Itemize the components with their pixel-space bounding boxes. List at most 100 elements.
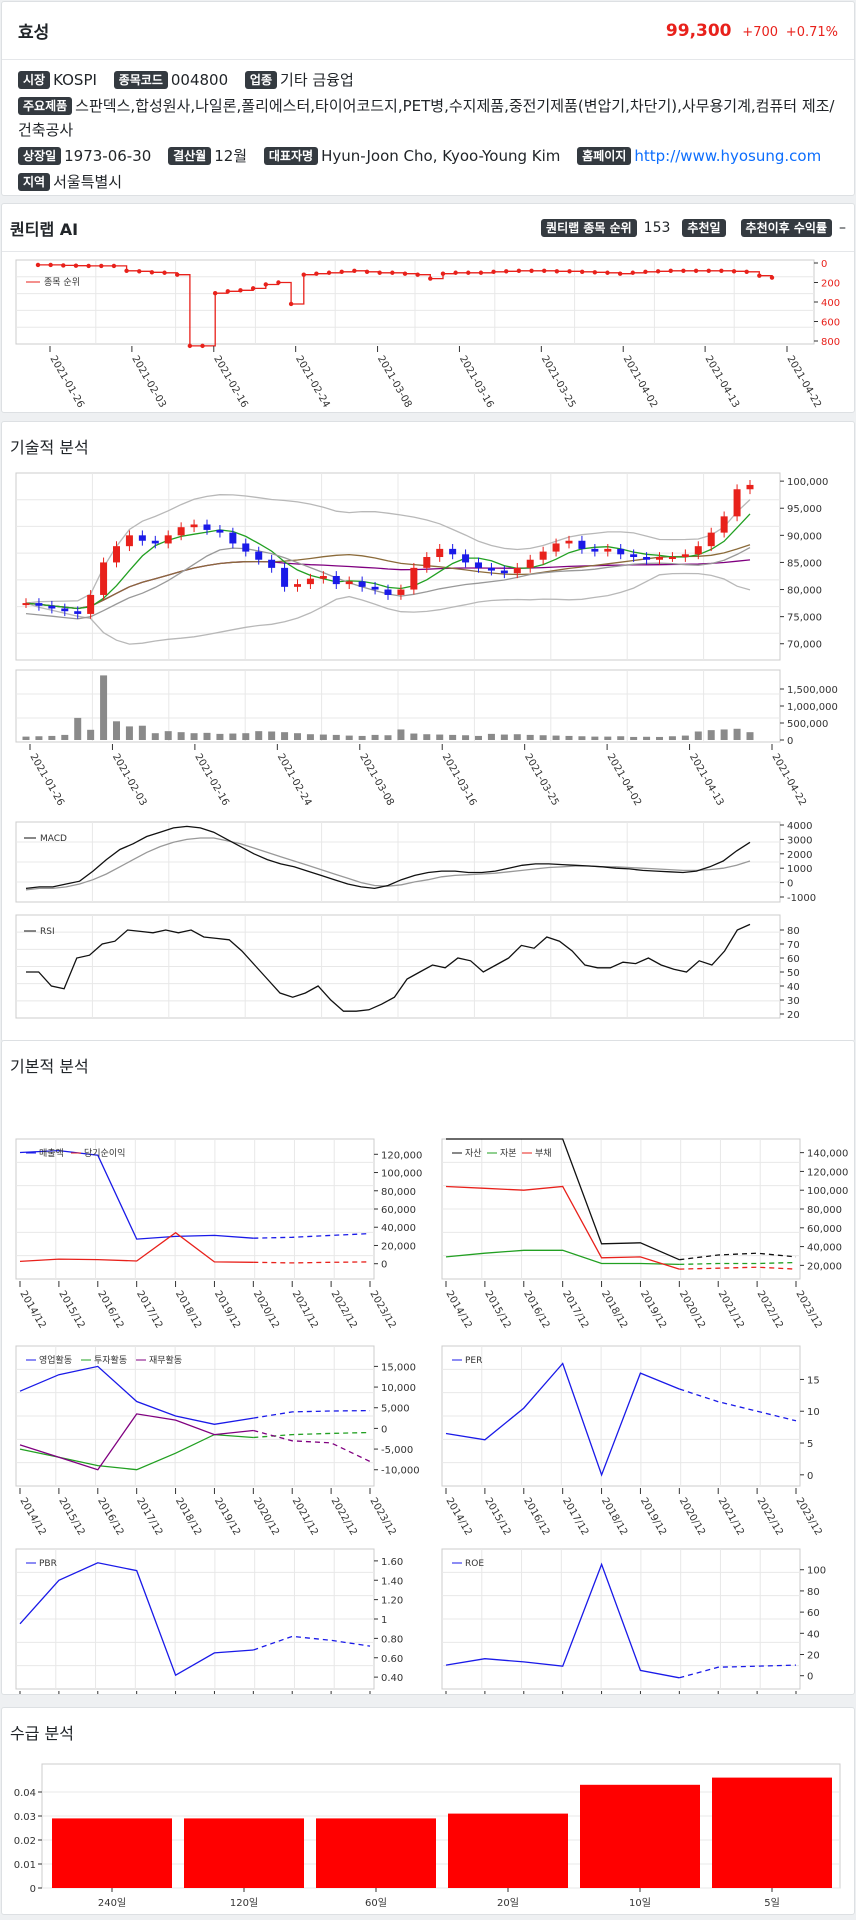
rec-date-label: 추천일	[682, 218, 726, 237]
macd-legend: MACD	[40, 834, 67, 844]
volume-bar	[656, 736, 663, 740]
volume-bar	[113, 721, 120, 740]
candle-body	[306, 578, 314, 585]
macd-axis-tick-label: -1000	[787, 893, 816, 904]
candle-body	[578, 540, 586, 549]
stock-header: 효성 99,300 +700 +0.71%	[2, 2, 854, 60]
volume-bar	[462, 735, 470, 740]
rank-point	[428, 276, 433, 281]
candle-body	[384, 589, 392, 595]
volume-axis-tick-label: 0	[787, 736, 793, 747]
rsi-axis-tick-label: 70	[787, 940, 800, 951]
volume-bar	[720, 729, 728, 740]
revenue-chart-legend: 당기순이익	[84, 1147, 125, 1159]
rank-point	[48, 262, 53, 268]
rank-axis-tick-label: 600	[821, 318, 840, 329]
code-label: 종목코드	[113, 71, 168, 89]
candle-body	[707, 532, 715, 547]
rank-axis-date-label: 2021-02-16	[211, 354, 250, 410]
rank-axis-date-label: 2021-04-02	[621, 354, 660, 410]
volume-bar	[643, 736, 651, 740]
candle-body	[720, 516, 728, 533]
roe-chart-axis-tick-label: 80	[807, 1587, 820, 1598]
cashflow-chart-financing-line	[19, 1413, 254, 1471]
pbr-chart-axis-tick-label: 0.80	[381, 1634, 403, 1645]
supply-bar	[316, 1818, 436, 1888]
balance-chart-axis-tick-label: 20,000	[807, 1261, 842, 1272]
candle-body	[35, 603, 43, 606]
revenue-chart-axis-tick-label: 60,000	[381, 1205, 416, 1216]
macd-axis-tick-label: 1000	[787, 864, 812, 875]
volume-bar	[410, 733, 418, 740]
balance-chart-equity-forecast	[679, 1261, 797, 1266]
volume-bar	[306, 734, 314, 740]
pbr-chart-axis-tick-label: 1.40	[381, 1576, 403, 1587]
stock-info-card: 효성 99,300 +700 +0.71% 시장 KOSPI 종목코드 004800…	[1, 1, 855, 196]
volume-bar	[203, 732, 211, 740]
rsi-legend: RSI	[40, 927, 55, 937]
pbr-chart-legend: PBR	[39, 1559, 57, 1569]
rank-point	[415, 272, 420, 277]
rank-point	[364, 269, 370, 274]
revenue-chart-axis-date-label: 2021/12	[290, 1289, 320, 1330]
candle-body	[436, 548, 444, 558]
volume-bar	[138, 725, 146, 740]
stock-details: 시장 KOSPI 종목코드 004800 업종 기타 금융업 주요제품 스판덱스,합성원…	[2, 60, 854, 202]
industry-value: 기타 금융업	[280, 71, 354, 89]
per-chart-axis-date-label: 2019/12	[638, 1496, 668, 1537]
volume-axis-date-label: 2021-04-22	[769, 752, 808, 808]
volume-bar	[281, 732, 289, 740]
listed-value: 1973-06-30	[64, 147, 152, 165]
rank-point	[149, 270, 155, 275]
ai-card: 퀀티랩 AI 퀀티랩 종목 순위 153 추천일 추천이후 수익률 – 종목 순…	[1, 203, 855, 413]
rank-point	[478, 270, 484, 275]
candle-body	[268, 559, 276, 568]
price-axis-tick-label: 80,000	[787, 586, 822, 597]
candle-body	[125, 535, 133, 547]
rank-point	[516, 268, 522, 273]
cashflow-chart-axis-tick-label: 15,000	[381, 1362, 416, 1373]
volume-axis-date-label: 2021-03-25	[522, 752, 561, 808]
volume-bar	[332, 734, 340, 740]
candle-body	[281, 567, 289, 587]
code-value: 004800	[170, 71, 229, 89]
candle-body	[216, 529, 224, 533]
volume-axis-date-label: 2021-03-16	[440, 752, 479, 808]
rsi-axis-tick-label: 40	[787, 982, 800, 993]
cashflow-chart-axis-tick-label: 5,000	[381, 1404, 410, 1415]
rank-point	[352, 268, 357, 273]
rank-axis-date-label: 2021-04-22	[784, 354, 823, 410]
revenue-chart-revenue-forecast	[253, 1232, 371, 1239]
supply-card: 수급 분석 0.04 0.03 0.02 0.01 0 240일 120일 60일 20일 10일…	[1, 1707, 855, 1915]
rank-point	[137, 269, 142, 274]
bollinger-lower	[25, 572, 751, 645]
rank-point	[643, 269, 648, 274]
candle-body	[630, 554, 638, 558]
balance-chart-axis-tick-label: 40,000	[807, 1243, 842, 1254]
pbr-chart-axis-tick-label: 0.60	[381, 1654, 403, 1665]
cashflow-chart-axis-tick-label: -10,000	[381, 1466, 420, 1477]
rank-point	[592, 270, 598, 275]
candle-body	[643, 557, 651, 560]
per-chart-axis-tick-label: 10	[807, 1407, 820, 1418]
technical-title: 기술적 분석	[10, 438, 89, 457]
volume-bar	[449, 734, 457, 740]
rank-axis-date-label: 2021-03-08	[375, 354, 414, 410]
candle-body	[203, 524, 211, 530]
supply-axis-label: 0	[30, 1884, 36, 1895]
revenue-chart-net-income-forecast	[253, 1261, 371, 1264]
volume-bar	[345, 735, 353, 740]
candle-body	[526, 559, 534, 568]
homepage-link[interactable]: http://www.hyosung.com	[634, 147, 822, 165]
volume-bar	[358, 735, 366, 740]
volume-axis-date-label: 2021-02-16	[192, 752, 231, 808]
market-label: 시장	[18, 71, 51, 89]
rank-point	[693, 268, 699, 273]
balance-chart-axis-tick-label: 80,000	[807, 1205, 842, 1216]
roe-chart-roe-forecast	[679, 1664, 797, 1679]
supply-category-label: 120일	[230, 1897, 258, 1909]
rank-point	[769, 275, 775, 280]
rsi-axis-tick-label: 50	[787, 968, 800, 979]
rank-point	[276, 280, 281, 285]
cashflow-chart-operating-line	[19, 1365, 254, 1425]
